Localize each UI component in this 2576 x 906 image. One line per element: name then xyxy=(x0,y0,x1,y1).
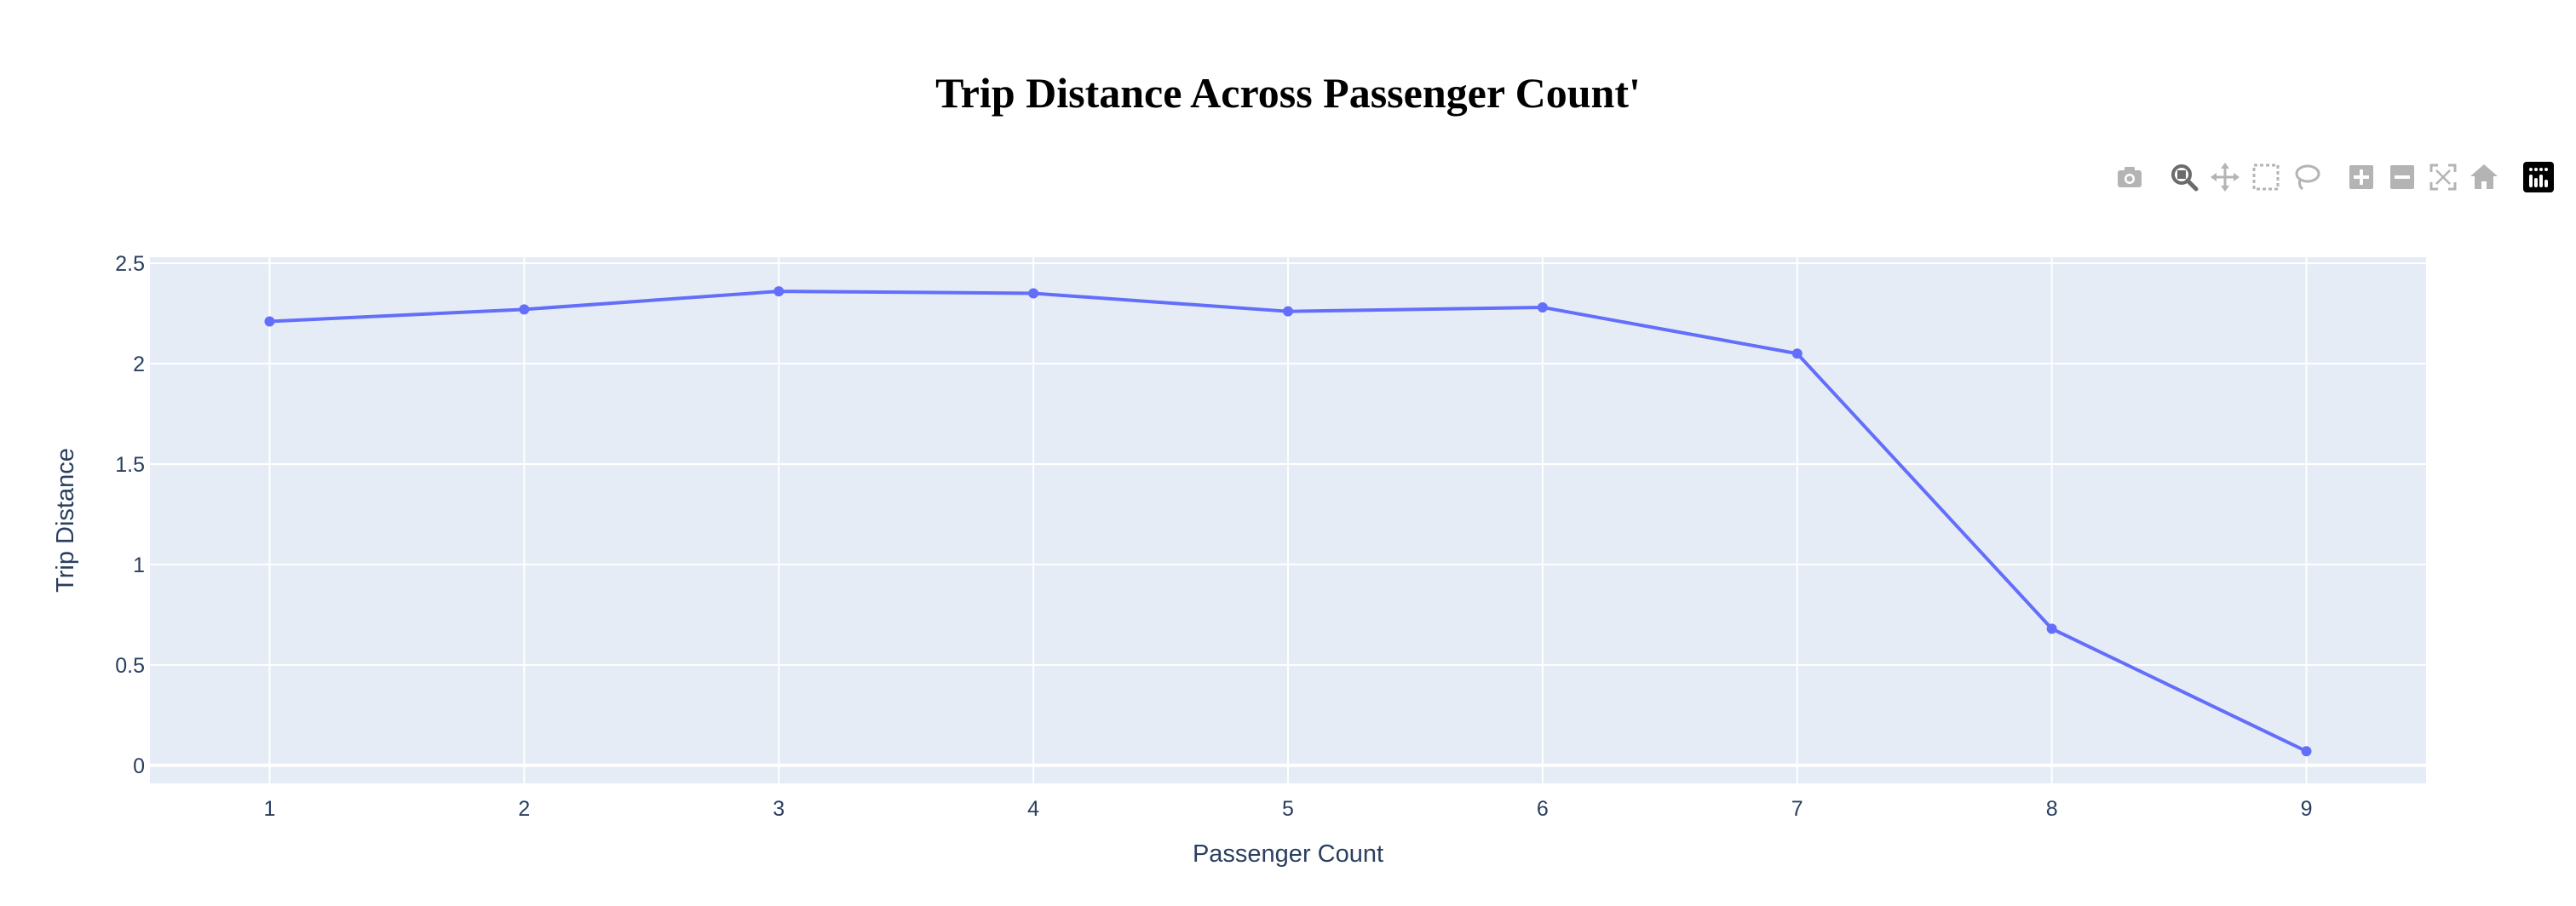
tick-labels: 1 2 3 4 5 6 7 8 9 0 0.5 1 1.5 2 2.5 xyxy=(115,252,2312,821)
data-point[interactable] xyxy=(773,286,785,297)
x-tick-label: 1 xyxy=(264,797,276,821)
zoom-out-icon[interactable] xyxy=(2385,160,2419,194)
y-tick-label: 0.5 xyxy=(115,654,145,678)
data-point[interactable] xyxy=(2301,746,2312,757)
x-tick-label: 8 xyxy=(2046,797,2058,821)
x-tick-label: 4 xyxy=(1027,797,1039,821)
y-tick-label: 1 xyxy=(133,553,145,577)
box-select-icon[interactable] xyxy=(2249,160,2283,194)
x-tick-label: 9 xyxy=(2301,797,2313,821)
zoom-in-icon[interactable] xyxy=(2344,160,2378,194)
lasso-select-icon[interactable] xyxy=(2290,160,2324,194)
x-tick-label: 5 xyxy=(1282,797,1294,821)
series-trip-distance xyxy=(264,286,2312,757)
x-tick-label: 3 xyxy=(773,797,785,821)
chart-title: Trip Distance Across Passenger Count' xyxy=(935,69,1641,117)
autoscale-icon[interactable] xyxy=(2426,160,2460,194)
modebar xyxy=(2113,160,2556,194)
data-point[interactable] xyxy=(519,304,530,315)
reset-axes-icon[interactable] xyxy=(2467,160,2501,194)
x-tick-label: 7 xyxy=(1791,797,1803,821)
gridlines xyxy=(150,257,2426,783)
pan-icon[interactable] xyxy=(2208,160,2242,194)
y-tick-label: 1.5 xyxy=(115,453,145,477)
x-tick-label: 6 xyxy=(1537,797,1549,821)
y-tick-label: 2 xyxy=(133,353,145,376)
y-tick-label: 0 xyxy=(133,754,145,778)
data-point[interactable] xyxy=(1283,306,1293,317)
x-tick-label: 2 xyxy=(518,797,530,821)
plotly-logo-icon[interactable] xyxy=(2521,160,2556,194)
data-point[interactable] xyxy=(264,316,275,327)
zoom-icon[interactable] xyxy=(2167,160,2201,194)
y-tick-label: 2.5 xyxy=(115,252,145,276)
download-plot-icon[interactable] xyxy=(2113,160,2147,194)
x-axis-title: Passenger Count xyxy=(1193,840,1383,868)
data-point[interactable] xyxy=(2046,623,2057,634)
data-point[interactable] xyxy=(1028,288,1039,299)
y-axis-title: Trip Distance xyxy=(52,448,79,593)
data-point[interactable] xyxy=(1537,301,1548,313)
data-point[interactable] xyxy=(1791,348,1803,359)
